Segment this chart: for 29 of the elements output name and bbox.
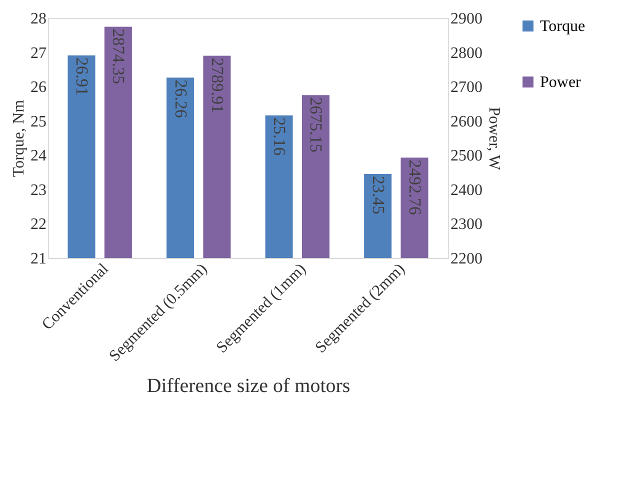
y2-tick-label: 2300 — [450, 216, 482, 234]
data-label: 26.91 — [72, 57, 92, 96]
y-tick-label: 22 — [30, 216, 46, 234]
y2-tick-label: 2700 — [450, 79, 482, 96]
y-axis-title: Torque, Nm — [10, 99, 28, 178]
y-tick-label: 23 — [30, 182, 46, 199]
legend-label: Torque — [540, 18, 586, 35]
data-label: 23.45 — [368, 176, 388, 214]
data-label: 25.16 — [270, 117, 290, 156]
y-tick-label: 28 — [30, 10, 46, 28]
y-tick-label: 24 — [30, 148, 46, 165]
legend-label: Power — [540, 74, 582, 91]
data-label: 2675.15 — [306, 97, 326, 152]
y-tick-label: 21 — [30, 250, 46, 268]
data-label: 26.26 — [171, 80, 190, 118]
y-tick-label: 25 — [30, 113, 46, 130]
data-label: 2789.91 — [208, 58, 227, 113]
data-label: 2492.76 — [405, 160, 424, 215]
y2-tick-label: 2200 — [450, 250, 482, 268]
data-label: 2874.35 — [109, 28, 128, 84]
y-tick-label: 27 — [30, 44, 46, 62]
y2-tick-label: 2600 — [450, 113, 482, 130]
y2-tick-label: 2900 — [450, 10, 482, 28]
y2-axis-title: Power, W — [486, 106, 502, 171]
y2-tick-label: 2800 — [450, 44, 482, 62]
x-axis-title: Difference size of motors — [146, 375, 350, 398]
y-tick-label: 26 — [30, 79, 46, 96]
y2-tick-label: 2400 — [450, 182, 482, 199]
y2-tick-label: 2500 — [450, 148, 482, 165]
